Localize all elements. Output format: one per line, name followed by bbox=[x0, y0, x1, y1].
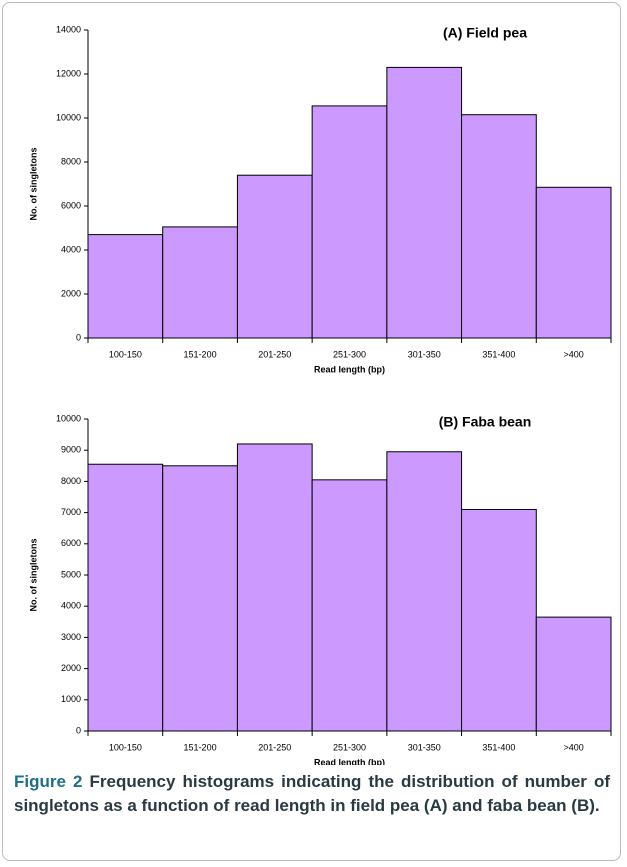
bar bbox=[535, 616, 612, 732]
y-tick-label: 9000 bbox=[61, 445, 81, 455]
y-tick-label: 12000 bbox=[56, 68, 81, 78]
y-tick-label: 10000 bbox=[56, 413, 81, 423]
x-tick-label: 201-250 bbox=[258, 742, 291, 752]
y-tick-label: 0 bbox=[76, 725, 81, 735]
bar bbox=[461, 114, 537, 339]
y-tick-label: 14000 bbox=[56, 24, 81, 34]
x-tick-label: 151-200 bbox=[184, 349, 217, 359]
caption-text: Frequency histograms indicating the dist… bbox=[14, 772, 611, 815]
y-tick-label: 8000 bbox=[61, 156, 81, 166]
x-tick-label: 151-200 bbox=[184, 742, 217, 752]
caption: Figure 2 Frequency histograms indicating… bbox=[14, 770, 610, 818]
chart-title: (B) Faba bean bbox=[439, 414, 532, 430]
bar bbox=[311, 105, 388, 339]
y-tick-label: 7000 bbox=[61, 507, 81, 517]
bar bbox=[386, 66, 463, 339]
bar bbox=[162, 226, 238, 339]
x-tick-label: 100-150 bbox=[109, 349, 142, 359]
x-tick-label: 100-150 bbox=[109, 742, 142, 752]
y-tick-label: 3000 bbox=[61, 632, 81, 642]
bar bbox=[236, 174, 313, 339]
chart: 100-150 151-200 201-250 251-300 301-350 351-4… bbox=[28, 24, 612, 765]
y-tick-label: 5000 bbox=[61, 569, 81, 579]
x-tick-label: 251-300 bbox=[333, 349, 366, 359]
x-tick-label: 301-350 bbox=[408, 742, 441, 752]
chart-title: (A) Field pea bbox=[443, 25, 527, 41]
x-tick-label: >400 bbox=[564, 742, 584, 752]
y-tick-label: 10000 bbox=[56, 112, 81, 122]
y-tick-label: 6000 bbox=[61, 200, 81, 210]
bar bbox=[162, 465, 238, 732]
y-tick-label: 1000 bbox=[61, 694, 81, 704]
y-tick-label: 2000 bbox=[61, 288, 81, 298]
y-tick-label: 0 bbox=[76, 332, 81, 342]
y-tick-label: 8000 bbox=[61, 476, 81, 486]
y-tick-label: 4000 bbox=[61, 601, 81, 611]
x-tick-label: 201-250 bbox=[258, 349, 291, 359]
caption-label: Figure 2 bbox=[14, 772, 83, 791]
figure-frame bbox=[2, 2, 621, 861]
bar bbox=[461, 508, 537, 732]
x-tick-label: >400 bbox=[564, 349, 584, 359]
bar bbox=[535, 186, 612, 339]
x-tick-label: 251-300 bbox=[333, 742, 366, 752]
y-tick-label: 4000 bbox=[61, 244, 81, 254]
x-tick-label: 351-400 bbox=[482, 742, 515, 752]
y-tick-label: 6000 bbox=[61, 538, 81, 548]
x-axis-label: Read length (bp) bbox=[314, 757, 385, 765]
x-tick-label: 351-400 bbox=[482, 349, 515, 359]
y-axis-label: No. of singletons bbox=[28, 148, 38, 221]
bar bbox=[386, 451, 463, 732]
bar bbox=[87, 234, 164, 339]
bar bbox=[87, 463, 164, 732]
y-axis-label: No. of singletons bbox=[28, 539, 38, 612]
x-tick-label: 301-350 bbox=[408, 349, 441, 359]
y-tick-label: 2000 bbox=[61, 663, 81, 673]
x-axis-label: Read length (bp) bbox=[314, 364, 385, 374]
bar bbox=[311, 479, 388, 732]
bar bbox=[236, 443, 313, 732]
